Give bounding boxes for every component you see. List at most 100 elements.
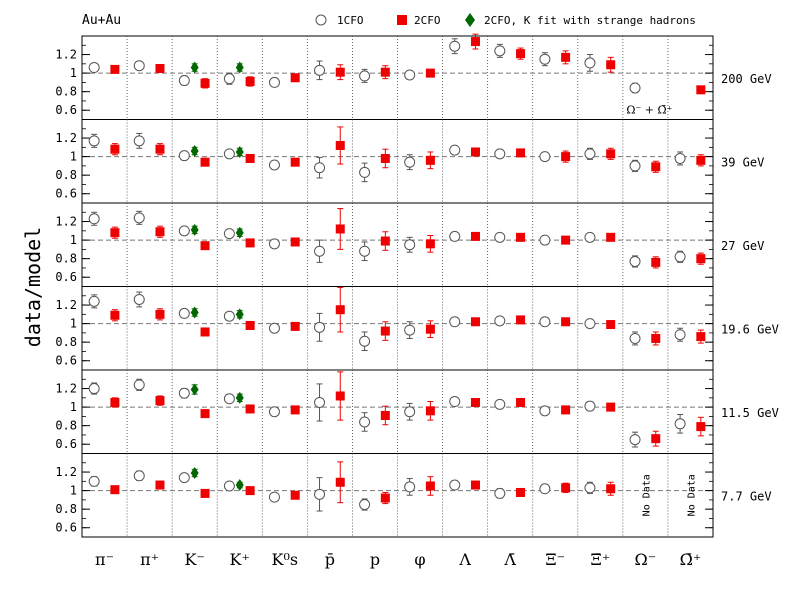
cfo2-point bbox=[335, 391, 345, 401]
panel-annotation: Ω⁻ + Ω̄⁺ bbox=[626, 104, 672, 117]
cfo2-point bbox=[561, 52, 571, 62]
x-tick-label: Λ bbox=[458, 550, 471, 569]
cfo1-point bbox=[359, 245, 371, 257]
cfo2-point bbox=[606, 60, 616, 70]
cfo2-point bbox=[696, 155, 706, 165]
cfo2-point bbox=[516, 232, 526, 242]
energy-label: 27 GeV bbox=[721, 239, 764, 253]
cfo2-point bbox=[425, 68, 435, 78]
cfo1-point bbox=[88, 62, 100, 74]
kfit-point bbox=[190, 306, 199, 319]
panel-39-gev: 0.6 0.8 1 1.2 39 GeV bbox=[55, 119, 764, 204]
cfo1-point bbox=[674, 418, 686, 430]
cfo1-point bbox=[359, 499, 371, 511]
energy-label: 200 GeV bbox=[721, 72, 772, 86]
cfo1-point bbox=[133, 212, 145, 224]
x-tick-label: p̄ bbox=[325, 550, 335, 569]
cfo2-point bbox=[200, 241, 210, 251]
legend: 1CFO 2CFO 2CFO, K fit with strange hadro… bbox=[315, 13, 696, 27]
cfo2-point bbox=[470, 147, 480, 157]
legend-label-kfit: 2CFO, K fit with strange hadrons bbox=[484, 14, 696, 27]
cfo2-point bbox=[245, 153, 255, 163]
energy-label: 7.7 GeV bbox=[721, 489, 772, 503]
x-tick-label: Ω̄⁺ bbox=[680, 550, 702, 569]
cfo2-point bbox=[110, 228, 120, 238]
cfo2-point bbox=[561, 317, 571, 327]
cfo1-point bbox=[404, 156, 416, 168]
cfo2-point bbox=[380, 493, 390, 503]
cfo1-point bbox=[404, 239, 416, 251]
cfo2-point bbox=[200, 327, 210, 337]
cfo1-point bbox=[539, 405, 551, 417]
cfo1-point bbox=[494, 398, 506, 410]
legend-item-kfit: 2CFO, K fit with strange hadrons bbox=[465, 13, 696, 27]
cfo2-point bbox=[561, 405, 571, 415]
panels: 0.6 0.8 1 1.2 200 GeV Ω⁻ + Ω̄⁺ 0.6 0.8 1 1.2 39 Ge… bbox=[55, 33, 779, 538]
cfo1-point bbox=[359, 335, 371, 347]
cfo2-point bbox=[290, 490, 300, 500]
cfo1-point bbox=[314, 245, 326, 257]
cfo1-point bbox=[449, 144, 461, 156]
legend-label-1cfo: 1CFO bbox=[337, 14, 364, 27]
cfo1-point bbox=[494, 148, 506, 160]
cfo2-point bbox=[335, 224, 345, 234]
y-tick-label: 1 bbox=[70, 400, 77, 414]
cfo1-point bbox=[539, 53, 551, 65]
cfo2-point bbox=[245, 76, 255, 86]
cfo2-point bbox=[110, 310, 120, 320]
cfo1-point bbox=[314, 64, 326, 76]
cfo2-point bbox=[696, 332, 706, 342]
cfo1-point bbox=[404, 69, 416, 81]
legend-label-2cfo: 2CFO bbox=[414, 14, 441, 27]
cfo2-point bbox=[380, 236, 390, 246]
panel-7-7-gev: 0.6 0.8 1 1.2 7.7 GeV No Data No Data bbox=[55, 453, 772, 538]
cfo2-point bbox=[380, 326, 390, 336]
cfo2-point bbox=[470, 480, 480, 490]
cfo2-point bbox=[155, 309, 165, 319]
cfo2-point bbox=[516, 315, 526, 325]
cfo1-point bbox=[359, 166, 371, 178]
cfo2-point bbox=[110, 144, 120, 154]
cfo2-point bbox=[245, 238, 255, 248]
cfo2-point bbox=[516, 148, 526, 158]
cfo2-point bbox=[380, 153, 390, 163]
cfo1-point bbox=[88, 295, 100, 307]
cfo1-point bbox=[178, 472, 190, 484]
y-tick-label: 1.2 bbox=[55, 382, 77, 396]
cfo2-point bbox=[290, 157, 300, 167]
cfo2-point bbox=[290, 73, 300, 83]
cfo1-point bbox=[404, 406, 416, 418]
cfo2-point bbox=[516, 397, 526, 407]
y-tick-label: 1.2 bbox=[55, 131, 77, 145]
cfo2-point bbox=[245, 486, 255, 496]
x-tick-label: π⁻ bbox=[95, 550, 114, 569]
cfo1-point bbox=[178, 225, 190, 237]
cfo2-point bbox=[290, 237, 300, 247]
kfit-point bbox=[190, 145, 199, 158]
x-tick-label: Ξ̄⁺ bbox=[590, 550, 610, 569]
cfo2-point bbox=[516, 49, 526, 59]
y-tick-label: 1 bbox=[70, 150, 77, 164]
legend-item-1cfo: 1CFO bbox=[315, 14, 364, 27]
cfo1-point bbox=[88, 135, 100, 147]
chart-title: Au+Au bbox=[82, 13, 121, 28]
kfit-point bbox=[190, 466, 199, 479]
cfo1-point bbox=[674, 329, 686, 341]
cfo1-point bbox=[674, 251, 686, 263]
cfo2-point bbox=[606, 149, 616, 159]
cfo2-point bbox=[380, 410, 390, 420]
cfo1-point bbox=[178, 75, 190, 87]
y-axis-label: data/model bbox=[21, 227, 45, 347]
y-tick-label: 0.8 bbox=[55, 419, 77, 433]
cfo2-point bbox=[200, 488, 210, 498]
cfo2-point bbox=[380, 67, 390, 77]
cfo1-point bbox=[629, 332, 641, 344]
cfo2-point bbox=[155, 480, 165, 490]
panel-27-gev: 0.6 0.8 1 1.2 27 GeV bbox=[55, 202, 764, 287]
x-tick-label: φ bbox=[414, 550, 425, 569]
y-tick-label: 1.2 bbox=[55, 215, 77, 229]
cfo2-point bbox=[290, 405, 300, 415]
y-tick-label: 1.2 bbox=[55, 465, 77, 479]
y-tick-label: 1 bbox=[70, 233, 77, 247]
